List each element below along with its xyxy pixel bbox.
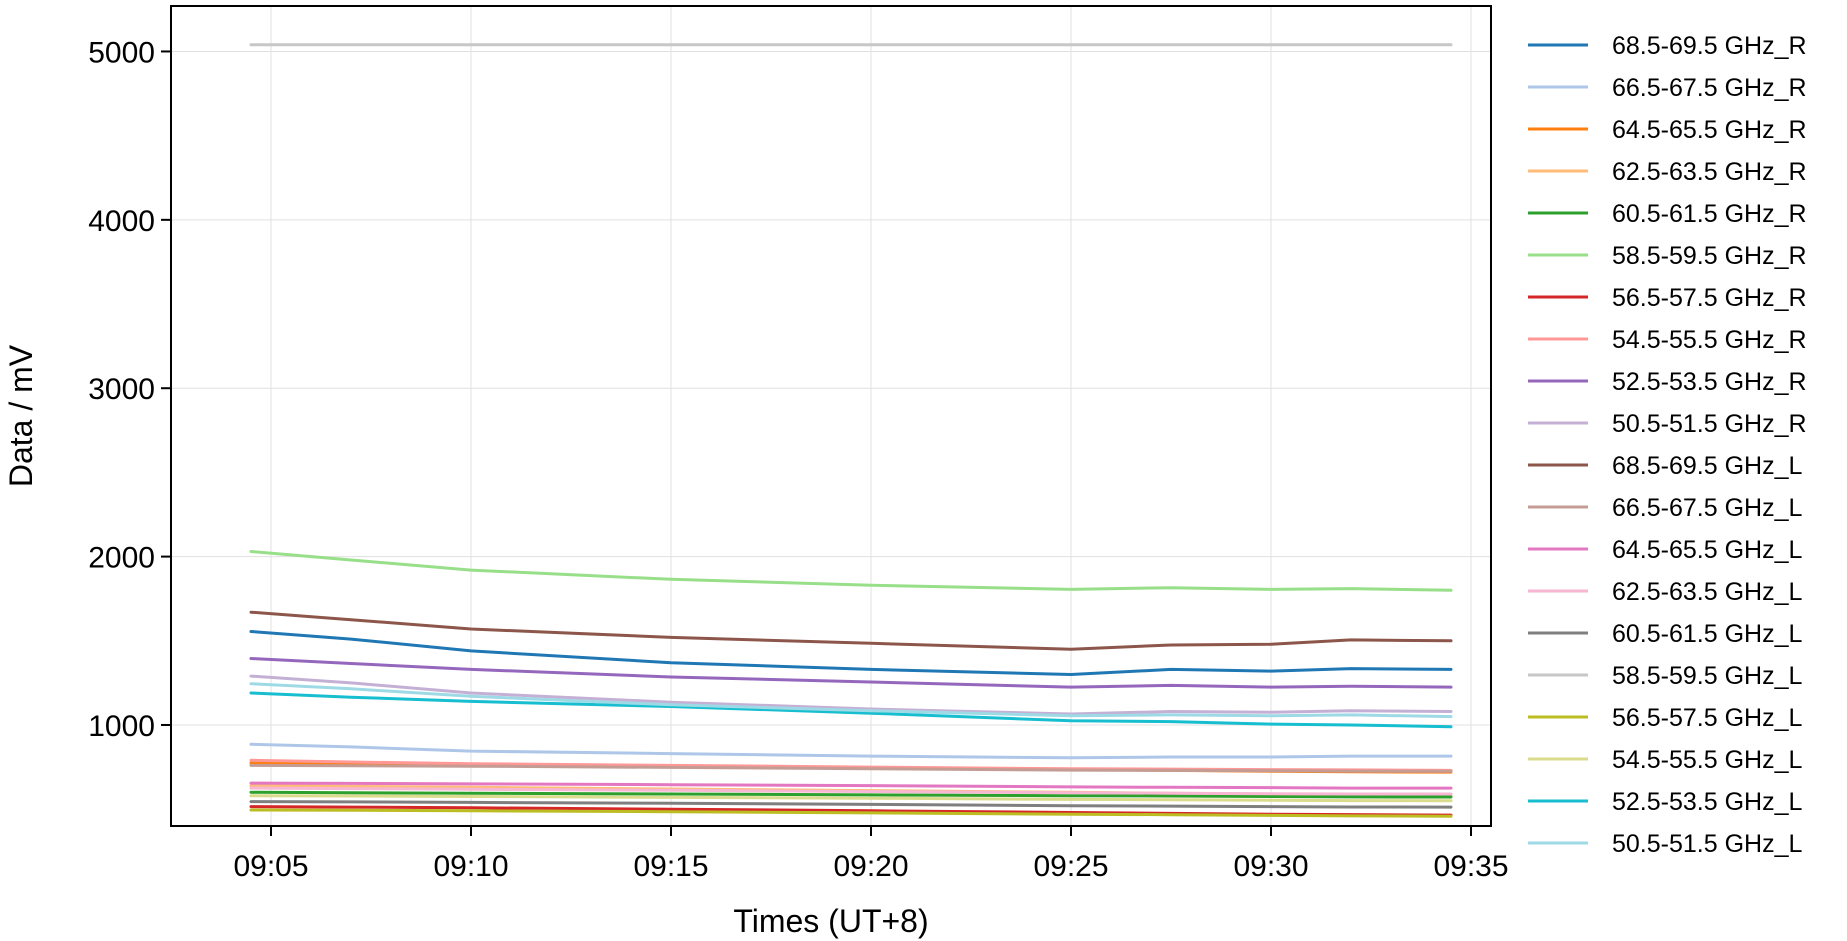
legend-label: 68.5-69.5 GHz_L bbox=[1612, 452, 1802, 480]
legend-label: 66.5-67.5 GHz_L bbox=[1612, 494, 1802, 522]
legend-label: 64.5-65.5 GHz_R bbox=[1612, 116, 1807, 144]
legend-label: 62.5-63.5 GHz_L bbox=[1612, 578, 1802, 606]
legend-label: 60.5-61.5 GHz_R bbox=[1612, 200, 1807, 228]
series-line bbox=[249, 808, 1453, 818]
x-tick-label: 09:25 bbox=[1033, 850, 1108, 883]
y-tick-label: 3000 bbox=[88, 373, 155, 406]
series-line bbox=[249, 763, 1453, 773]
legend-label: 66.5-67.5 GHz_R bbox=[1612, 74, 1807, 102]
series-line bbox=[249, 691, 1453, 729]
series-line bbox=[249, 682, 1453, 719]
series-line bbox=[249, 790, 1453, 799]
legend-label: 50.5-51.5 GHz_L bbox=[1612, 830, 1802, 858]
series-line bbox=[249, 794, 1453, 803]
y-tick-label: 5000 bbox=[88, 36, 155, 69]
series-line bbox=[249, 674, 1453, 716]
y-axis-label: Data / mV bbox=[3, 344, 39, 487]
series-lines bbox=[249, 43, 1453, 818]
y-tick-label: 2000 bbox=[88, 542, 155, 575]
legend-label: 50.5-51.5 GHz_R bbox=[1612, 410, 1807, 438]
legend-label: 58.5-59.5 GHz_R bbox=[1612, 242, 1807, 270]
legend-label: 60.5-61.5 GHz_L bbox=[1612, 620, 1802, 648]
series-line bbox=[249, 610, 1453, 651]
y-tick-label: 1000 bbox=[88, 710, 155, 743]
x-tick-label: 09:35 bbox=[1433, 850, 1508, 883]
legend-label: 56.5-57.5 GHz_L bbox=[1612, 704, 1802, 732]
series-line bbox=[249, 800, 1453, 809]
series-line bbox=[249, 786, 1453, 796]
series-line bbox=[249, 550, 1453, 592]
legend-label: 56.5-57.5 GHz_R bbox=[1612, 284, 1807, 312]
legend-label: 54.5-55.5 GHz_R bbox=[1612, 326, 1807, 354]
x-tick-label: 09:05 bbox=[233, 850, 308, 883]
y-tick-label: 4000 bbox=[88, 205, 155, 238]
series-line bbox=[249, 657, 1453, 689]
x-tick-label: 09:20 bbox=[833, 850, 908, 883]
x-tick-label: 09:10 bbox=[433, 850, 508, 883]
series-line bbox=[249, 781, 1453, 790]
x-axis-ticks: 09:05 09:10 09:15 09:20 09:25 09:30 09:35 bbox=[233, 826, 1509, 883]
legend-label: 52.5-53.5 GHz_L bbox=[1612, 788, 1802, 816]
legend-label: 58.5-59.5 GHz_L bbox=[1612, 662, 1802, 690]
plot-frame bbox=[170, 5, 1492, 827]
legend-label: 62.5-63.5 GHz_R bbox=[1612, 158, 1807, 186]
legend: 68.5-69.5 GHz_R 66.5-67.5 GHz_R 64.5-65.5 … bbox=[1528, 32, 1807, 858]
y-axis-ticks: 1000 2000 3000 4000 5000 bbox=[88, 36, 171, 743]
legend-label: 52.5-53.5 GHz_R bbox=[1612, 368, 1807, 396]
x-tick-label: 09:30 bbox=[1233, 850, 1308, 883]
x-axis-label: Times (UT+8) bbox=[733, 903, 928, 939]
x-tick-label: 09:15 bbox=[633, 850, 708, 883]
series-line bbox=[249, 742, 1453, 760]
legend-label: 68.5-69.5 GHz_R bbox=[1612, 32, 1807, 60]
series-line bbox=[249, 630, 1453, 676]
grid bbox=[171, 6, 1491, 826]
legend-label: 64.5-65.5 GHz_L bbox=[1612, 536, 1802, 564]
legend-label: 54.5-55.5 GHz_L bbox=[1612, 746, 1802, 774]
